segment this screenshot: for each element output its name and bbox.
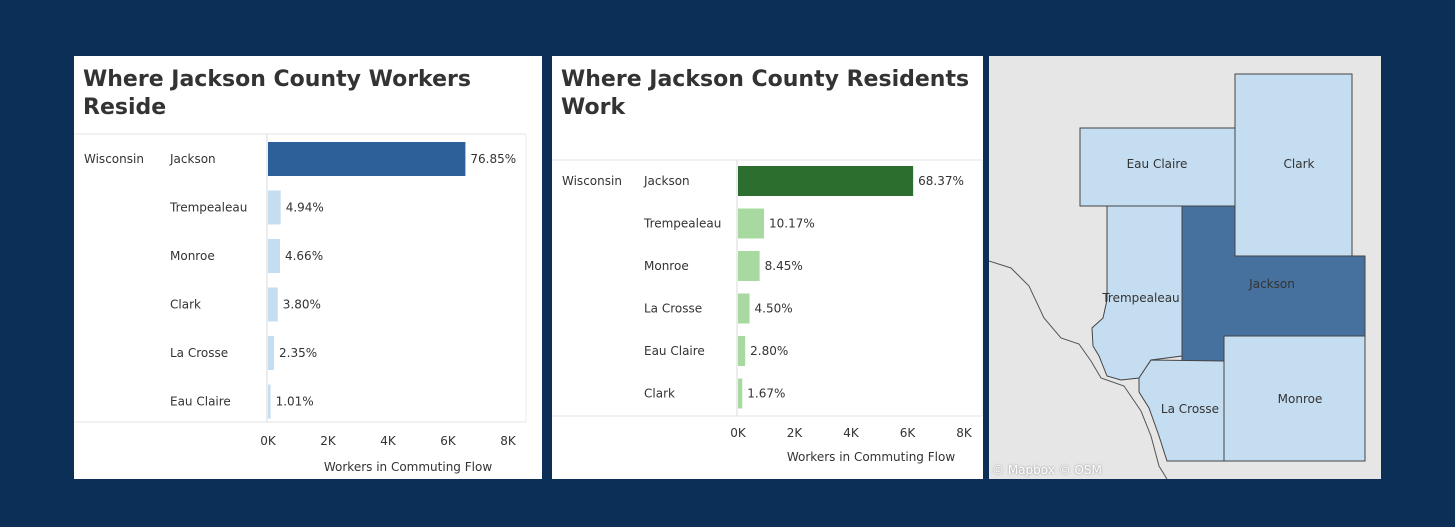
chart-0-x-tick-label: 2K (320, 434, 337, 448)
chart-1-data-label: 1.67% (747, 387, 785, 401)
chart-0-bar (268, 239, 280, 273)
chart-1-data-label: 8.45% (765, 259, 803, 273)
chart-0-x-tick-label: 0K (260, 434, 277, 448)
chart-1-bar (738, 166, 914, 196)
chart-0-category-label: Jackson (169, 152, 216, 166)
chart-0-bar (268, 384, 271, 419)
reside-bar-chart: Wisconsin Jackson 76.85% Trempealeau 4.94% Mo… (74, 133, 527, 474)
chart-1-bar (738, 251, 760, 281)
chart-1-x-tick-label: 8K (956, 426, 973, 440)
county-label-jackson: Jackson (1248, 277, 1295, 291)
chart-0-bar (268, 190, 281, 225)
chart-1-x-tick-label: 4K (843, 426, 860, 440)
chart-1-row-group-label: Wisconsin (562, 174, 622, 188)
chart-0-data-label: 1.01% (276, 395, 314, 409)
map-attribution: © Mapbox © OSM (992, 463, 1102, 477)
chart-0-x-tick-label: 6K (440, 434, 457, 448)
work-chart-panel: Where Jackson County Residents Work Wisc… (552, 56, 983, 479)
chart-1-category-label: Eau Claire (644, 344, 705, 358)
chart-1-category-label: Trempealeau (643, 217, 721, 231)
chart-1-category-label: La Crosse (644, 302, 702, 316)
chart-0-category-label: Clark (170, 298, 201, 312)
chart-1-x-axis-title: Workers in Commuting Flow (787, 450, 955, 464)
chart-0-row-group-label: Wisconsin (84, 152, 144, 166)
chart-0-bar (268, 142, 466, 176)
chart-0-data-label: 4.66% (285, 249, 323, 263)
county-label-trempealeau: Trempealeau (1101, 291, 1179, 305)
chart-0-category-label: Trempealeau (169, 201, 247, 215)
chart-1-bar (738, 293, 750, 324)
chart-1-data-label: 10.17% (769, 217, 815, 231)
chart-1-bar (738, 336, 746, 366)
chart-1-category-label: Monroe (644, 259, 689, 273)
chart-1-x-tick-label: 6K (900, 426, 917, 440)
chart-0-category-label: La Crosse (170, 346, 228, 360)
reside-chart-panel: Where Jackson County Workers Reside Wisc… (74, 56, 542, 479)
chart-1-bar (738, 208, 765, 239)
chart-0-x-tick-label: 8K (500, 434, 517, 448)
county-label-eau-claire: Eau Claire (1127, 157, 1188, 171)
chart-1-x-tick-label: 0K (730, 426, 747, 440)
work-chart-title: Where Jackson County Residents Work (561, 67, 970, 120)
chart-0-bar (268, 287, 278, 322)
chart-0-data-label: 4.94% (286, 201, 324, 215)
chart-0-data-label: 2.35% (279, 346, 317, 360)
county-map-panel: Eau Claire Clark Trempealeau Jackson La … (989, 56, 1381, 479)
county-map: Eau Claire Clark Trempealeau Jackson La … (989, 73, 1366, 479)
chart-1-data-label: 2.80% (750, 344, 788, 358)
chart-1-bar (738, 378, 743, 409)
chart-1-data-label: 68.37% (918, 174, 964, 188)
chart-0-category-label: Eau Claire (170, 395, 231, 409)
chart-1-category-label: Jackson (643, 174, 690, 188)
county-monroe[interactable] (1223, 335, 1366, 462)
chart-1-data-label: 4.50% (755, 302, 793, 316)
chart-0-data-label: 3.80% (283, 298, 321, 312)
county-label-clark: Clark (1284, 157, 1315, 171)
chart-0-x-axis-title: Workers in Commuting Flow (324, 460, 492, 474)
county-label-la-crosse: La Crosse (1161, 402, 1219, 416)
work-bar-chart: Wisconsin Jackson 68.37% Trempealeau 10.17% M… (552, 159, 983, 464)
chart-1-category-label: Clark (644, 387, 675, 401)
chart-1-x-tick-label: 2K (787, 426, 804, 440)
chart-0-category-label: Monroe (170, 249, 215, 263)
county-label-monroe: Monroe (1278, 392, 1323, 406)
chart-0-x-tick-label: 4K (380, 434, 397, 448)
chart-0-data-label: 76.85% (470, 152, 516, 166)
river-line (989, 260, 1168, 479)
reside-chart-title: Where Jackson County Workers Reside (83, 67, 471, 120)
chart-0-bar (268, 336, 275, 370)
